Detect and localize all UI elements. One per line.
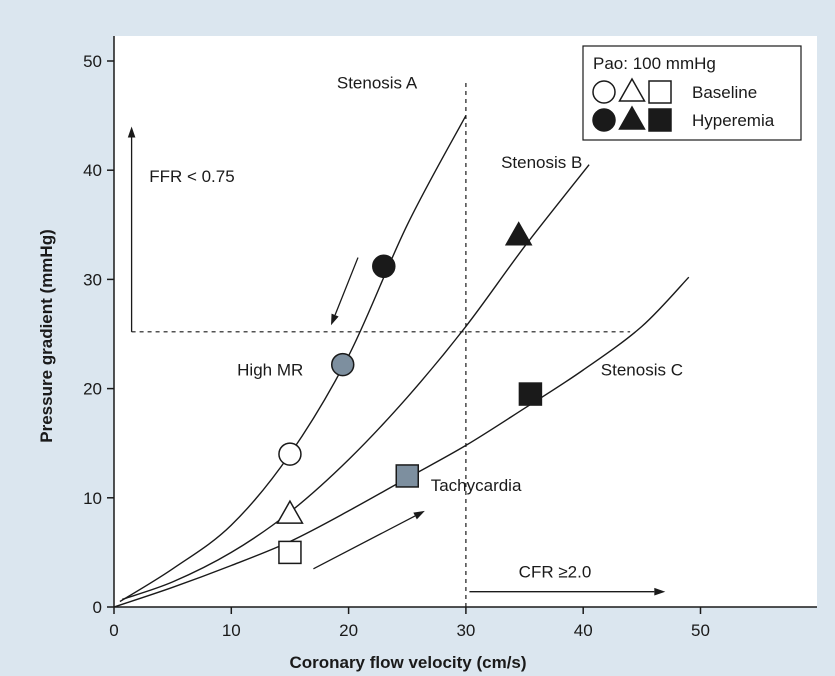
- stenosis-b-baseline-marker: [276, 499, 304, 524]
- x-ticks: 0 10 20 30 40 50: [109, 607, 710, 640]
- x-axis-title: Coronary flow velocity (cm/s): [289, 653, 526, 672]
- stenosis-b-hyperemia-marker: [504, 221, 533, 246]
- arrows: [127, 126, 666, 596]
- y-ticks: 0 10 20 30 40 50: [83, 52, 114, 617]
- stenosis-a-curve: [119, 115, 467, 603]
- stenosis-c-baseline-marker: [278, 540, 302, 565]
- x-tick-label-20: 20: [339, 621, 358, 640]
- y-tick-label-30: 30: [83, 270, 102, 289]
- stenosis-c-hyperemia-marker: [518, 382, 543, 406]
- annotations: Stenosis A Stenosis B Stenosis C FFR < 0.75…: [149, 73, 683, 581]
- arrow-4-head: [413, 510, 425, 520]
- legend-hyperemia-triangle-marker: [618, 105, 646, 130]
- x-tick-label-40: 40: [574, 621, 593, 640]
- legend-label-hyperemia: Hyperemia: [692, 111, 775, 130]
- legend-box: [582, 45, 802, 141]
- annotation-cfr-2-0: CFR ≥2.0: [519, 563, 592, 582]
- legend-baseline-circle-marker: [592, 80, 616, 104]
- legend-hyperemia-circle-marker: [592, 108, 616, 132]
- y-tick-label-10: 10: [83, 489, 102, 508]
- legend-baseline-triangle-marker: [618, 77, 646, 102]
- x-tick-label-50: 50: [691, 621, 710, 640]
- y-tick-label-40: 40: [83, 161, 102, 180]
- stenosis-a-hyperemia-marker: [372, 254, 396, 279]
- arrow-1-head: [127, 126, 136, 138]
- x-tick-label-10: 10: [222, 621, 241, 640]
- annotation-stenosis-c: Stenosis C: [601, 360, 683, 379]
- annotation-stenosis-a: Stenosis A: [337, 73, 418, 92]
- y-axis-title: Pressure gradient (mmHg): [37, 229, 56, 443]
- arrow-3-head: [331, 313, 339, 326]
- y-tick-label-20: 20: [83, 380, 102, 399]
- arrow-2-head: [654, 587, 666, 596]
- reference-lines: [131, 82, 631, 607]
- annotation-tachycardia: Tachycardia: [431, 476, 522, 495]
- arrow-4-shaft: [313, 515, 416, 570]
- annotation-stenosis-b: Stenosis B: [501, 153, 582, 172]
- stenosis-b-curve: [121, 164, 590, 601]
- legend-title: Pao: 100 mmHg: [593, 54, 716, 73]
- legend-label-baseline: Baseline: [692, 83, 757, 102]
- y-tick-label-0: 0: [93, 598, 102, 617]
- legend: Pao: 100 mmHg Baseline Hyperemia: [582, 45, 802, 141]
- annotation-high-mr: High MR: [237, 360, 303, 379]
- arrow-3-shaft: [334, 257, 359, 316]
- y-tick-label-50: 50: [83, 52, 102, 71]
- legend-rows: Baseline Hyperemia: [592, 77, 775, 132]
- stenosis-c-tachycardia-marker: [395, 464, 419, 488]
- x-tick-label-0: 0: [109, 621, 118, 640]
- legend-baseline-square-marker: [648, 80, 672, 104]
- annotation-ffr-0-75: FFR < 0.75: [149, 167, 235, 186]
- x-tick-label-30: 30: [456, 621, 475, 640]
- data-markers: [276, 221, 543, 565]
- stenosis-a-high-mr-marker: [330, 352, 355, 377]
- stenosis-a-baseline-marker: [278, 442, 302, 466]
- legend-hyperemia-square-marker: [648, 108, 672, 132]
